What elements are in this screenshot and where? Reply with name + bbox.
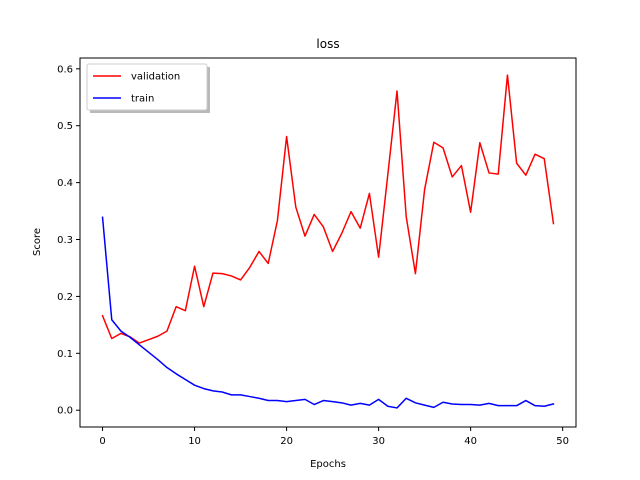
- y-axis: 0.0 0.1 0.2 0.3 0.4 0.5 0.6: [57, 64, 80, 417]
- x-tick-label: 50: [556, 436, 569, 447]
- x-axis-label: Epochs: [310, 459, 346, 470]
- x-tick-label: 10: [188, 436, 201, 447]
- y-tick-label: 0.6: [57, 64, 73, 75]
- x-tick-label: 30: [372, 436, 385, 447]
- y-tick-label: 0.0: [57, 406, 73, 417]
- series-line-train: [101, 216, 555, 409]
- x-tick-label: 0: [99, 436, 105, 447]
- y-tick-label: 0.5: [57, 121, 73, 132]
- series-lines: [101, 74, 555, 409]
- legend-label-validation: validation: [131, 72, 180, 83]
- plot-area: [79, 57, 577, 428]
- y-tick-label: 0.3: [57, 235, 73, 246]
- y-tick-label: 0.4: [57, 178, 73, 189]
- chart-title: loss: [316, 37, 339, 51]
- y-tick-label: 0.2: [57, 292, 73, 303]
- legend-label-train: train: [131, 94, 154, 105]
- x-tick-label: 40: [464, 436, 477, 447]
- axes-frame: [79, 57, 577, 428]
- series-line-validation: [101, 74, 555, 344]
- legend: validation train: [86, 63, 210, 113]
- x-tick-label: 20: [280, 436, 293, 447]
- y-tick-label: 0.1: [57, 349, 73, 360]
- y-axis-label: Score: [32, 228, 43, 256]
- x-axis: 0 10 20 30 40 50: [99, 427, 569, 447]
